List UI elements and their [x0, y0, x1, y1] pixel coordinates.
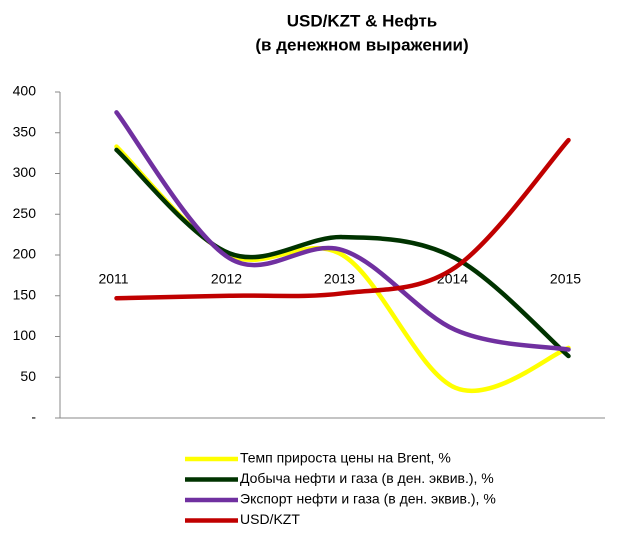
legend-label: Добыча нефти и газа (в ден. эквив.), % — [240, 470, 494, 486]
x-tick-label: 2013 — [324, 271, 355, 287]
series-line — [114, 147, 571, 359]
y-tick-label: 400 — [13, 83, 37, 99]
y-tick-label: 300 — [13, 164, 37, 180]
y-tick-label: 50 — [20, 368, 36, 384]
series-line — [114, 144, 571, 393]
y-tick-label: 250 — [13, 205, 37, 221]
y-tick-label: 350 — [13, 123, 37, 139]
x-tick-label: 2015 — [550, 271, 581, 287]
legend-label: USD/KZT — [240, 511, 300, 527]
chart-title: USD/KZT & Нефть — [287, 11, 438, 30]
legend-label: Темп прироста цены на Brent, % — [240, 450, 451, 466]
y-tick-label: - — [31, 409, 36, 425]
y-tick-label: 200 — [13, 246, 37, 262]
y-tick-label: 150 — [13, 286, 37, 302]
x-tick-label: 2011 — [98, 271, 128, 287]
x-tick-label: 2012 — [211, 271, 242, 287]
series-line — [114, 110, 571, 352]
series-line — [114, 137, 571, 301]
y-tick-label: 100 — [13, 327, 37, 343]
legend-label: Экспорт нефти и газа (в ден. эквив.), % — [240, 491, 496, 507]
chart-subtitle: (в денежном выражении) — [255, 35, 468, 54]
